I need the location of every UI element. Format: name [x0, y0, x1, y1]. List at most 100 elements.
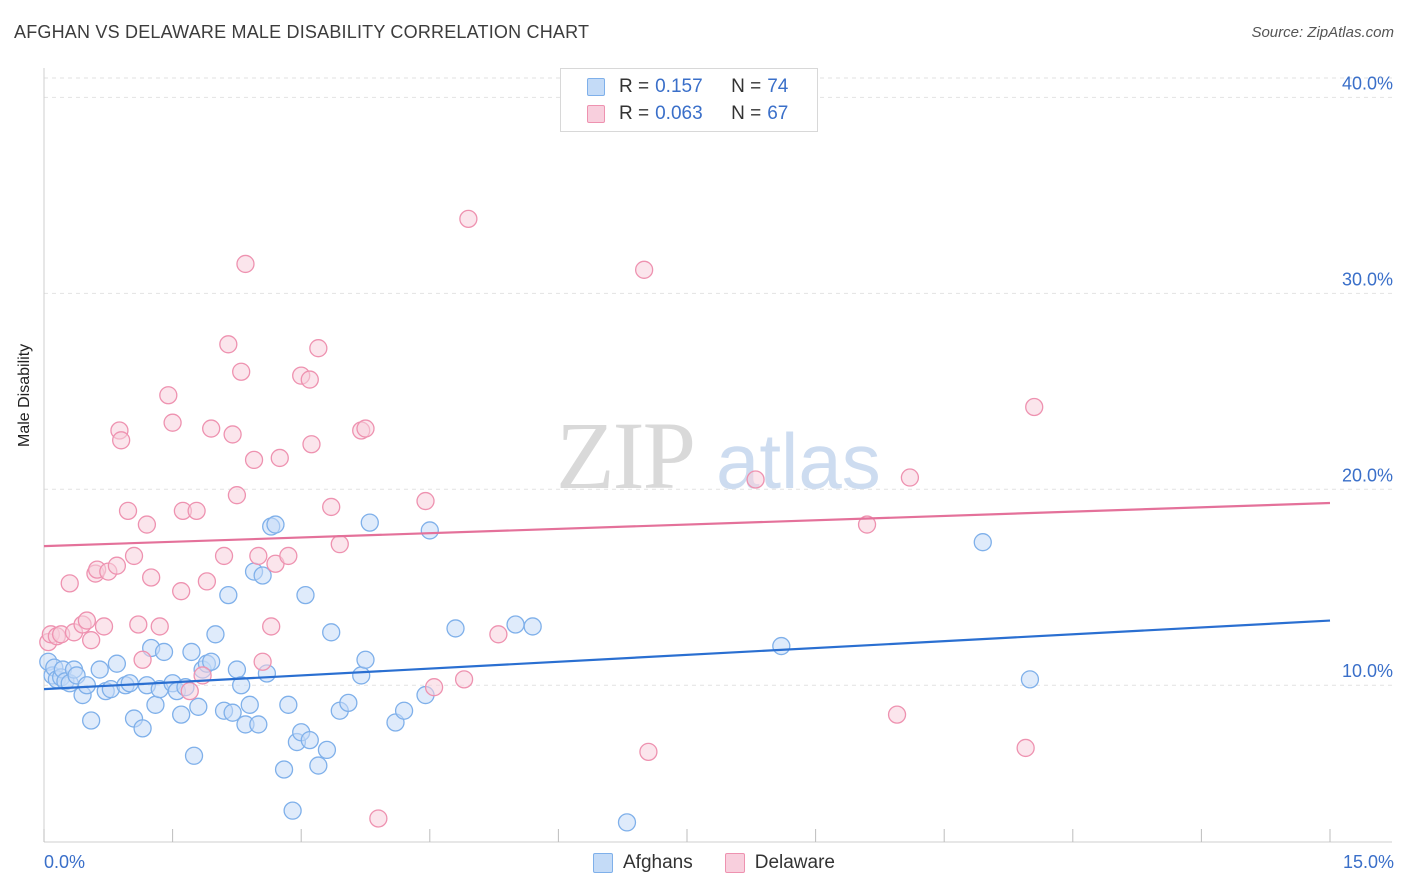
delaware-point	[112, 431, 131, 450]
delaware-point	[77, 611, 97, 630]
afghans-point	[973, 533, 992, 552]
delaware-point	[746, 470, 765, 489]
delaware-point	[202, 419, 221, 438]
x-tick-max: 15.0%	[1342, 852, 1394, 872]
afghans-point	[317, 740, 337, 760]
y-tick-label: 30.0%	[1342, 269, 1393, 289]
legend-row-delaware: R = 0.063 N = 67	[587, 102, 788, 126]
grid-layer	[44, 77, 1392, 686]
delaware-point	[107, 556, 127, 575]
delaware-point	[150, 617, 169, 636]
afghans-point	[90, 660, 109, 679]
trend-layer	[43, 501, 1331, 691]
delaware-point	[489, 625, 508, 644]
delaware-point	[163, 413, 182, 432]
delaware-point	[214, 546, 234, 566]
afghans-point	[356, 650, 375, 669]
delaware-point	[262, 617, 281, 636]
delaware-point	[197, 572, 217, 591]
afghans-point	[223, 703, 242, 722]
delaware-point	[416, 491, 435, 511]
afghans-trend-line	[43, 619, 1331, 691]
delaware-point	[459, 209, 478, 229]
r-label: R =	[619, 103, 650, 124]
delaware-point	[118, 501, 138, 520]
r-value: 0.157	[655, 76, 703, 97]
delaware-point	[124, 546, 144, 566]
delaware-point	[1016, 738, 1035, 758]
delaware-point	[857, 515, 877, 534]
delaware-point	[322, 497, 341, 517]
watermark-atlas: atlas	[716, 417, 881, 505]
legend-item-afghans: Afghans	[593, 852, 693, 874]
afghans-point	[184, 746, 204, 765]
afghans-point	[506, 615, 525, 634]
y-axis-title: Male Disability	[16, 343, 33, 447]
afghans-point	[360, 513, 379, 532]
afghans-point	[253, 566, 272, 585]
chart-title: AFGHAN VS DELAWARE MALE DISABILITY CORRE…	[14, 22, 590, 42]
delaware-trend-line	[43, 501, 1331, 548]
n-value: 67	[767, 103, 789, 124]
afghans-point	[300, 730, 319, 750]
afghans-point	[154, 642, 174, 662]
r-value: 0.063	[655, 103, 703, 124]
afghans-point	[322, 623, 341, 642]
y-tick-label: 10.0%	[1342, 661, 1393, 681]
afghans-point	[249, 715, 268, 734]
afghans-point	[446, 619, 465, 638]
delaware-point	[133, 650, 152, 669]
delaware-point	[887, 705, 907, 724]
afghans-point	[266, 515, 285, 534]
delaware-point	[82, 631, 101, 650]
afghans-point	[107, 654, 127, 673]
delaware-legend-label: Delaware	[754, 852, 835, 873]
delaware-point	[253, 652, 272, 671]
delaware-point	[369, 809, 388, 828]
y-tick-label: 40.0%	[1342, 73, 1393, 93]
n-value: 74	[767, 76, 789, 97]
delaware-point	[424, 678, 444, 697]
points-layer	[39, 209, 1044, 832]
delaware-point	[60, 574, 79, 593]
delaware-point	[356, 419, 375, 438]
afghans-point	[283, 801, 302, 820]
delaware-point	[232, 362, 251, 381]
delaware-point	[223, 425, 242, 444]
delaware-point	[137, 515, 157, 534]
series-legend: Afghans Delaware	[593, 852, 867, 874]
delaware-point	[454, 670, 474, 689]
afghans-point	[172, 705, 191, 724]
afghans-legend-label: Afghans	[623, 852, 693, 873]
correlation-legend: R = 0.157 N = 74 R = 0.063 N = 67	[560, 68, 818, 132]
r-label: R =	[619, 76, 650, 97]
delaware-point	[309, 339, 328, 358]
afghans-point	[296, 585, 315, 605]
delaware-point	[142, 568, 161, 587]
afghans-point	[1020, 670, 1040, 689]
legend-item-delaware: Delaware	[724, 852, 835, 874]
delaware-point	[330, 535, 349, 554]
afghans-point	[523, 617, 542, 636]
delaware-swatch	[587, 105, 605, 123]
delaware-point	[302, 435, 321, 454]
y-tick-labels: 10.0% 20.0% 30.0% 40.0%	[1342, 73, 1393, 681]
y-tick-label: 20.0%	[1342, 465, 1393, 485]
delaware-point	[219, 335, 238, 354]
afghans-point	[182, 642, 201, 662]
afghans-point	[232, 676, 251, 695]
afghans-point	[240, 695, 259, 714]
delaware-point	[227, 486, 247, 505]
afghans-point	[227, 660, 247, 679]
afghans-point	[189, 697, 208, 716]
afghans-swatch	[587, 78, 605, 96]
afghans-point	[339, 693, 358, 713]
n-label: N =	[731, 76, 762, 97]
afghans-point	[77, 676, 97, 695]
afghans-point	[279, 695, 298, 714]
delaware-point	[94, 617, 114, 636]
delaware-point	[172, 582, 191, 601]
legend-row-afghans: R = 0.157 N = 74	[587, 75, 788, 99]
delaware-legend-swatch	[724, 853, 745, 873]
